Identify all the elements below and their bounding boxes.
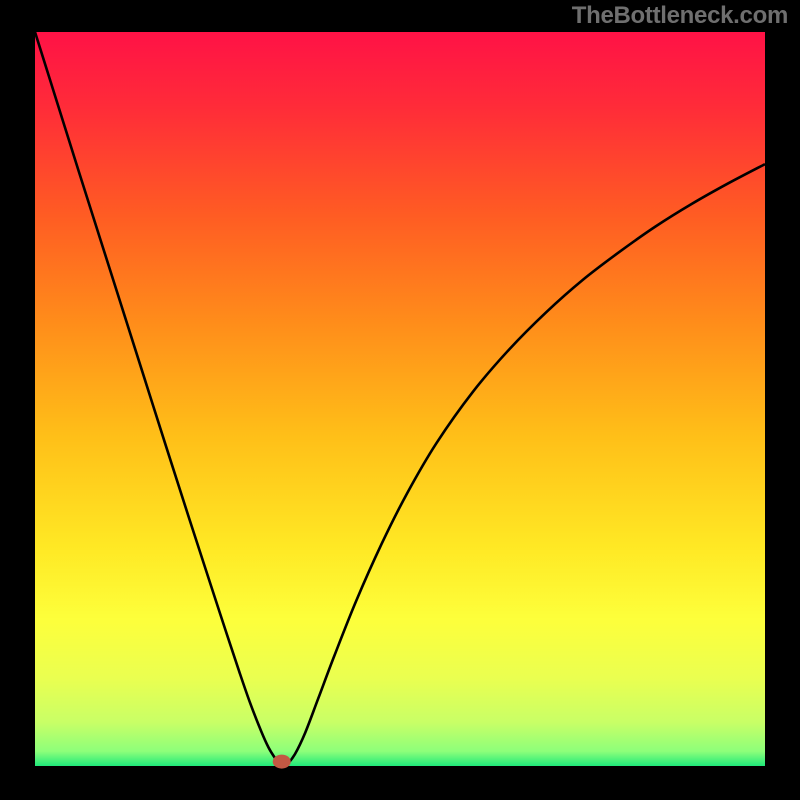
bottleneck-chart <box>0 0 800 800</box>
gradient-background <box>35 32 765 766</box>
attribution-label: TheBottleneck.com <box>572 2 788 30</box>
minimum-marker <box>273 755 291 769</box>
frame: TheBottleneck.com <box>0 0 800 800</box>
